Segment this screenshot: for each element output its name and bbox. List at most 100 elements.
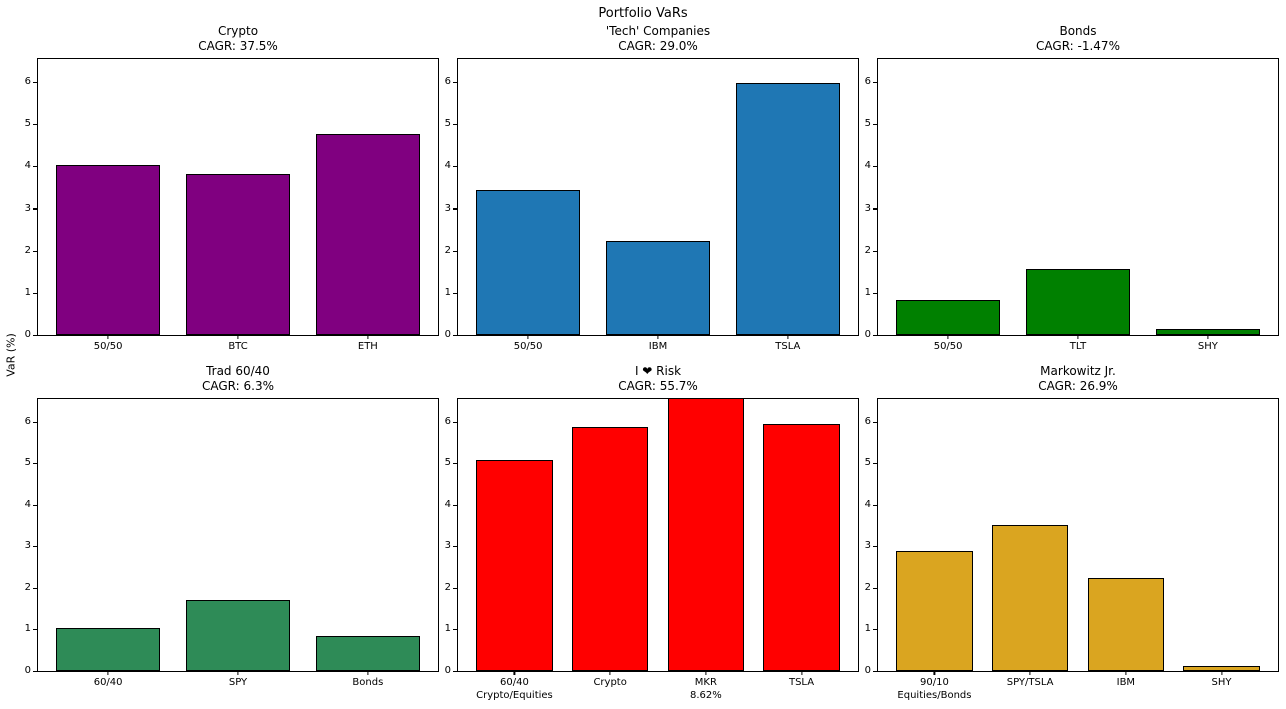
x-tick-label: 50/50	[933, 341, 963, 352]
y-tick-label: 6	[864, 76, 871, 88]
y-tick-label: 6	[24, 76, 31, 88]
y-tick-label: 2	[864, 581, 871, 593]
x-tick-label: 90/10 Equities/Bonds	[897, 677, 972, 701]
subplot-title-block: Markowitz Jr. CAGR: 26.9%	[857, 364, 1286, 395]
axes: 0 1 2 3 4 5 6 90/10 Equities/Bonds SPY/TSLA IBM SH…	[865, 398, 1279, 701]
subplot-title-block: 'Tech' Companies CAGR: 29.0%	[437, 24, 879, 55]
y-tick-label: 1	[864, 623, 871, 635]
x-tick-label: BTC	[228, 341, 248, 352]
x-tick-label: SPY	[228, 677, 248, 688]
y-tick	[873, 208, 877, 210]
bar-2	[186, 600, 290, 671]
subplot-title: Bonds	[1059, 23, 1097, 38]
subplot-1: Crypto CAGR: 37.5% 0 1 2 3 4 5 6 50/50 BTC ETH	[25, 24, 439, 352]
y-tick	[33, 504, 37, 506]
y-tick	[33, 124, 37, 126]
x-tick-label: IBM	[648, 341, 668, 352]
x-tick-label: MKR 8.62%	[689, 677, 722, 701]
y-tick-label: 0	[444, 665, 451, 676]
axes: 0 1 2 3 4 5 6 50/50 TLT SHY	[865, 58, 1279, 352]
x-tick-label: IBM	[1116, 677, 1136, 688]
x-tick	[1125, 671, 1127, 675]
y-tick-label: 3	[24, 202, 31, 214]
y-tick	[873, 292, 877, 294]
y-tick	[873, 504, 877, 506]
figure-title: Portfolio VaRs	[598, 6, 688, 21]
y-tick	[873, 421, 877, 423]
subplot-2: 'Tech' Companies CAGR: 29.0% 0 1 2 3 4 5 6 50/50 I…	[445, 24, 859, 352]
bar-1	[896, 551, 973, 671]
y-tick-label: 4	[24, 498, 31, 510]
y-tick-label: 3	[444, 202, 451, 214]
y-tick	[873, 546, 877, 548]
x-tick	[513, 671, 516, 675]
y-tick-label: 3	[24, 540, 31, 552]
y-tick-label: 2	[24, 244, 31, 256]
bar-1	[476, 190, 581, 335]
x-tick-label: 60/40 Crypto/Equities	[476, 677, 553, 701]
y-tick	[33, 463, 37, 465]
y-tick	[33, 629, 37, 631]
y-tick-label: 6	[864, 415, 871, 427]
bar-2	[186, 174, 290, 335]
bar-3	[1087, 578, 1165, 671]
y-tick	[453, 334, 457, 336]
y-tick-label: 3	[864, 202, 871, 214]
y-tick	[873, 124, 877, 126]
y-axis-label: VaR (%)	[4, 332, 18, 377]
y-tick-label: 2	[444, 581, 451, 593]
x-tick	[1220, 671, 1223, 675]
y-tick-label: 5	[24, 457, 31, 469]
bar-1	[56, 627, 161, 671]
y-tick	[33, 670, 37, 672]
y-tick	[873, 250, 877, 252]
subplot-title: Markowitz Jr.	[1040, 363, 1116, 378]
y-tick-label: 1	[864, 286, 871, 298]
x-tick-label: Bonds	[352, 677, 384, 688]
y-tick	[453, 670, 457, 672]
y-tick	[873, 587, 877, 589]
subplot-title: I ❤ Risk	[634, 363, 682, 378]
x-tick-label: Crypto	[593, 677, 627, 688]
x-tick-label: 60/40	[93, 677, 123, 688]
y-tick	[33, 208, 37, 210]
x-tick	[367, 335, 369, 339]
y-tick-label: 0	[864, 329, 871, 340]
bar-3	[667, 399, 745, 671]
y-tick-label: 2	[864, 244, 871, 256]
x-tick	[527, 335, 529, 339]
subplot-title: 'Tech' Companies	[605, 23, 711, 38]
y-tick-label: 5	[864, 118, 871, 130]
y-tick-label: 5	[24, 118, 31, 130]
subplot-cagr-label: CAGR: 55.7%	[618, 379, 698, 394]
y-tick-label: 4	[444, 160, 451, 172]
y-tick	[33, 292, 37, 294]
y-tick-label: 0	[444, 329, 451, 340]
bar-3	[1155, 329, 1260, 335]
x-tick-label: TLT	[1069, 341, 1087, 352]
y-tick	[453, 166, 457, 168]
x-tick	[107, 671, 109, 675]
bar-4	[763, 423, 840, 671]
subplot-cagr-label: CAGR: 26.9%	[1038, 379, 1118, 394]
y-tick	[453, 82, 457, 84]
subplot-6: Markowitz Jr. CAGR: 26.9% 0 1 2 3 4 5 6 90/10 Equ…	[865, 364, 1279, 701]
x-tick-label: 50/50	[513, 341, 543, 352]
subplot-cagr-label: CAGR: 6.3%	[202, 379, 274, 394]
y-tick-label: 5	[864, 457, 871, 469]
x-tick	[705, 671, 707, 675]
subplot-cagr-label: CAGR: 37.5%	[198, 39, 278, 54]
x-tick-label: SHY	[1211, 677, 1232, 688]
y-tick-label: 4	[864, 160, 871, 172]
y-tick	[873, 82, 877, 84]
y-tick-label: 6	[444, 415, 451, 427]
bar-1	[476, 460, 553, 671]
y-tick	[453, 208, 457, 210]
subplot-title-block: Crypto CAGR: 37.5%	[17, 24, 459, 55]
y-tick-label: 4	[864, 498, 871, 510]
x-tick-label: SPY/TSLA	[1006, 677, 1054, 688]
x-tick	[657, 335, 659, 339]
bar-3	[315, 133, 420, 335]
x-tick	[933, 671, 936, 675]
